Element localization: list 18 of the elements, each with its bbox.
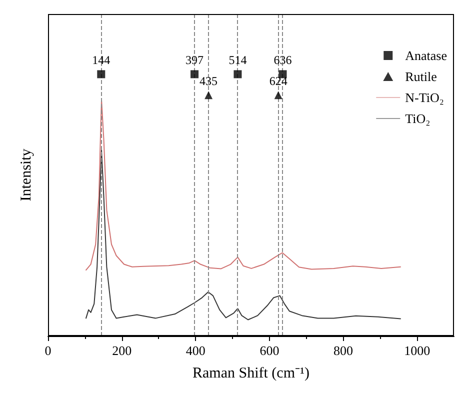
annotation: 397 bbox=[186, 53, 204, 68]
annotation: 624 bbox=[269, 74, 288, 88]
x-axis-title: Raman Shift (cm⁻¹) bbox=[192, 366, 310, 382]
legend-label: Anatase bbox=[405, 48, 448, 63]
annotation: 636 bbox=[274, 53, 292, 68]
x-tick-label: 200 bbox=[112, 343, 132, 358]
x-tick-label: 0 bbox=[44, 343, 52, 358]
legend-label: Rutile bbox=[405, 69, 438, 84]
x-tick-label: 800 bbox=[334, 343, 354, 358]
x-tick-label: 600 bbox=[260, 343, 280, 358]
legend-label: TiO₂ bbox=[405, 111, 430, 126]
annotation: 514 bbox=[228, 53, 247, 68]
x-tick-label: 400 bbox=[186, 343, 206, 358]
annotation: 435 bbox=[200, 74, 218, 88]
legend-label: N-TiO₂ bbox=[405, 90, 444, 105]
annotation: 144 bbox=[92, 53, 110, 68]
x-tick-label: 1000 bbox=[404, 343, 430, 358]
y-axis-title: Intensity bbox=[18, 148, 34, 202]
